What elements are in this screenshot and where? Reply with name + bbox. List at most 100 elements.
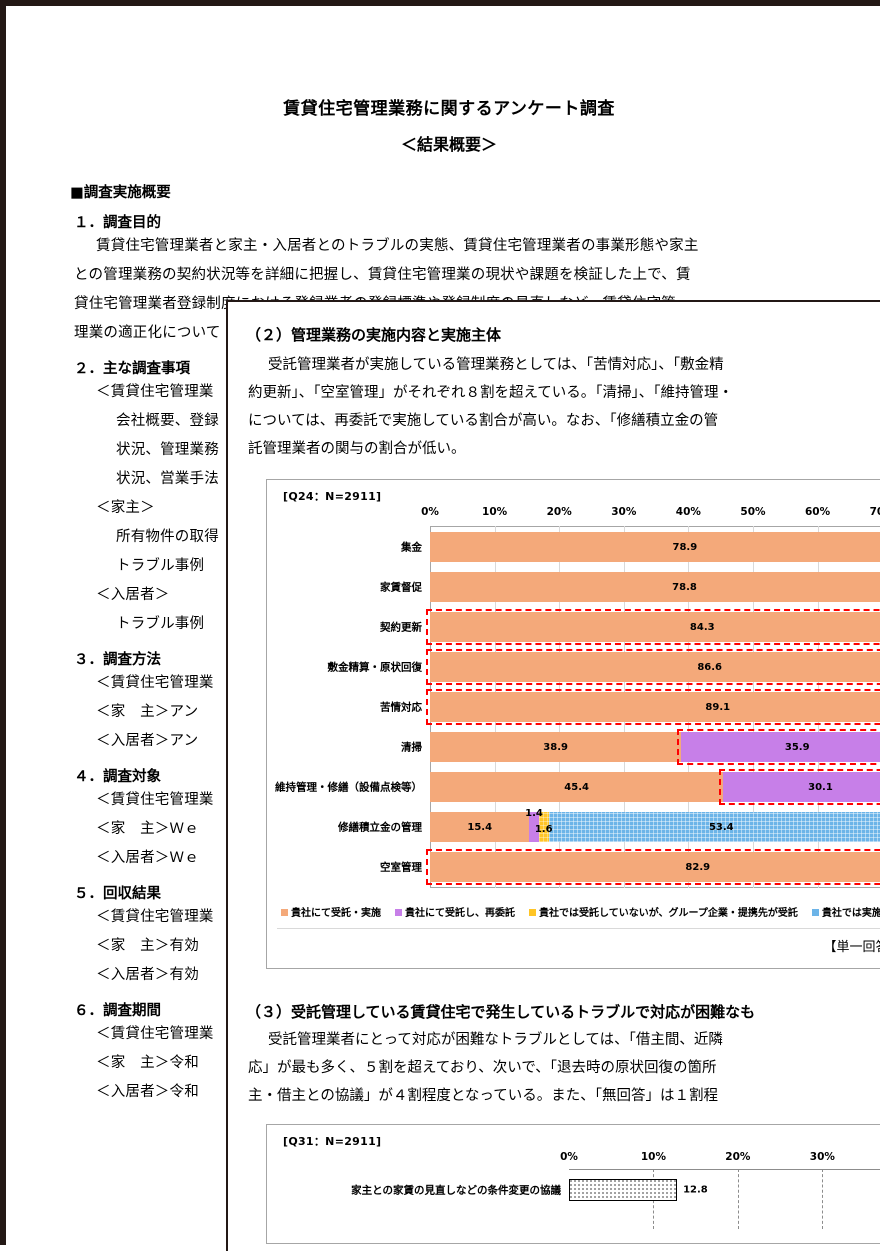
heading-6: ６．調査期間 xyxy=(74,1003,161,1019)
bar-value-label: 15.4 xyxy=(467,821,493,833)
xtick-label: 30% xyxy=(809,1151,835,1163)
body-line: ＜賃貸住宅管理業 xyxy=(96,1026,214,1042)
body-line: 賃貸住宅管理業者と家主・入居者とのトラブルの実態、賃貸住宅管理業者の事業形態や家… xyxy=(96,238,699,254)
bar-category-label: 契約更新 xyxy=(380,621,422,634)
bar-value-label: 53.4 xyxy=(708,821,734,833)
heading-1: １．調査目的 xyxy=(74,215,161,231)
bar-segment: 82.9 xyxy=(430,852,880,882)
legend-swatch xyxy=(811,908,819,916)
legend-label: 貴社にて受託し、再委託 xyxy=(405,908,515,919)
bar-value-label: 82.9 xyxy=(685,861,711,873)
body-line: ＜家主＞ xyxy=(96,500,155,516)
bar-segment: 35.9 xyxy=(681,732,880,762)
xtick-label: 50% xyxy=(740,506,766,518)
bar-value-label: 38.9 xyxy=(543,741,568,753)
chart-q24-legend: 貴社にて受託・実施 貴社にて受託し、再委託 貴社では受託していないが、グループ企業・… xyxy=(281,904,880,919)
table-row: 維持管理・修繕（設備点検等）45.430.16.6 xyxy=(275,772,880,802)
bar-segment: 38.9 xyxy=(430,732,682,762)
bar-category-label: 家主との家賃の見直しなどの条件変更の協議 xyxy=(351,1184,561,1197)
xtick-label: 60% xyxy=(804,506,831,518)
chart-q31-plot: 家主との家賃の見直しなどの条件変更の協議 12.8 xyxy=(351,1169,880,1229)
body-line: ＜賃貸住宅管理業 xyxy=(96,384,214,400)
xtick-label: 0% xyxy=(560,1151,578,1163)
bar-segment: 89.1 xyxy=(430,692,880,722)
bar-category-label: 苦情対応 xyxy=(380,701,422,714)
body-line: ＜入居者＞有効 xyxy=(96,967,199,983)
xtick-label: 30% xyxy=(611,506,637,518)
body-line: との管理業務の契約状況等を詳細に把握し、賃貸住宅管理業の現状や課題を検証した上で… xyxy=(74,267,691,283)
heading-4: ４．調査対象 xyxy=(74,769,161,785)
heading-3: ３．調査方法 xyxy=(74,652,161,668)
table-row: 契約更新 84.3 xyxy=(380,612,880,642)
chart-q31: [Q31：N=2911] 0%10%20%30%40% 家主との家賃の見直しなど… xyxy=(266,1124,880,1244)
body-line: ＜賃貸住宅管理業 xyxy=(96,675,214,691)
overlay-section-3-heading: （３）受託管理している賃貸住宅で発生しているトラブルで対応が困難なも xyxy=(246,1003,756,1021)
bar-segment: 30.1 xyxy=(723,772,880,802)
overlay-section-3-line: 主・借主との協議」が４割程度となっている。また、「無回答」は１割程 xyxy=(248,1088,718,1104)
table-row: 敷金精算・原状回復 86.6 xyxy=(328,652,880,682)
legend-item: 貴社では受託していないが、グループ企業・提携先が受託 xyxy=(529,904,798,919)
chart-q24: [Q24：N=2911] 0%10%20%30%40%50%60%70%80% … xyxy=(266,479,880,969)
bar-category-label: 清掃 xyxy=(401,741,422,754)
overlay-section-2-heading: （２）管理業務の実施内容と実施主体 xyxy=(246,326,502,344)
legend-label: 貴社では受託していないが、グループ企業・提携先が受託 xyxy=(539,908,798,919)
table-row: 集金 78.9 xyxy=(401,532,880,562)
bar-value-label: 78.9 xyxy=(672,541,698,553)
table-row: 空室管理 82.9 xyxy=(380,852,880,882)
overlay-section-2-line: については、再委託で実施している割合が高い。なお、「修繕積立金の管 xyxy=(248,413,719,429)
bar-category-label: 修繕積立金の管理 xyxy=(338,821,422,834)
table-row: 修繕積立金の管理 15.4 1.4 1.6 53.4 xyxy=(338,808,880,842)
overlay-section-3-line: 受託管理業者にとって対応が困難なトラブルとしては、「借主間、近隣 xyxy=(268,1032,723,1048)
xtick-label: 10% xyxy=(482,506,508,518)
body-line: ＜賃貸住宅管理業 xyxy=(96,792,214,808)
bar-segment: 15.4 xyxy=(430,812,530,842)
body-line: 状況、管理業務 xyxy=(116,442,219,458)
bar-category-label: 維持管理・修繕（設備点検等） xyxy=(275,781,422,794)
bar-value-label: 89.1 xyxy=(705,701,731,713)
overlay-section-2-line: 約更新」、「空室管理」がそれぞれ８割を超えている。「清掃」、「維持管理・ xyxy=(248,385,734,401)
bar-segment: 53.4 xyxy=(548,812,880,842)
legend-item: 貴社にて受託・実施 xyxy=(281,904,381,919)
chart-q24-xaxis: 0%10%20%30%40%50%60%70%80% xyxy=(421,506,880,522)
xtick-label: 20% xyxy=(546,506,572,518)
body-line: 会社概要、登録 xyxy=(116,413,219,429)
chart-q24-plot: 集金 78.9 家賃督促 78.8 契約更新 84.3 敷金精算・原状回復 86.6 苦情対応 8… xyxy=(275,526,880,888)
bar-segment: 1.4 xyxy=(525,808,543,842)
table-row: 苦情対応 89.1 xyxy=(380,692,880,722)
bar-segment: 45.4 xyxy=(430,772,724,802)
bar-segment: 78.8 xyxy=(430,572,880,602)
legend-swatch xyxy=(529,908,536,916)
overlay-section-3-line: 応」が最も多く、５割を超えており、次いで、「退去時の原状回復の箇所 xyxy=(248,1060,717,1076)
table-row: 家主との家賃の見直しなどの条件変更の協議 12.8 xyxy=(351,1179,880,1201)
body-line: ＜家 主＞有効 xyxy=(96,938,199,954)
xtick-label: 70% xyxy=(869,506,880,518)
body-line: 状況、営業手法 xyxy=(116,471,219,487)
bar-segment: 78.9 xyxy=(430,532,880,562)
xtick-label: 40% xyxy=(675,506,701,518)
bar-category-label: 家賃督促 xyxy=(380,581,422,594)
bar-category-label: 集金 xyxy=(401,541,422,554)
bar-category-label: 空室管理 xyxy=(380,861,422,874)
body-line: ＜入居者＞Ｗｅ xyxy=(96,850,199,866)
page-title: 賃貸住宅管理業務に関するアンケート調査 xyxy=(283,99,615,119)
legend-label: 貴社では実施していない xyxy=(821,908,880,919)
table-row: 家賃督促 78.8 xyxy=(380,572,880,602)
body-line: ＜入居者＞アン xyxy=(96,733,199,749)
overlay-section-2-line: 託管理業者の関与の割合が低い。 xyxy=(248,441,466,457)
body-line: トラブル事例 xyxy=(116,616,205,632)
bar-category-label: 敷金精算・原状回復 xyxy=(327,661,423,674)
section-mark: ■調査実施概要 xyxy=(70,185,171,201)
chart-q31-xaxis: 0%10%20%30%40% xyxy=(560,1151,880,1165)
body-line: ＜賃貸住宅管理業 xyxy=(96,909,214,925)
overlay-document-window[interactable]: （２）管理業務の実施内容と実施主体 受託管理業者が実施している管理業務としては、… xyxy=(226,300,880,1251)
bar-value-label: 45.4 xyxy=(564,781,589,793)
xtick-label: 10% xyxy=(640,1151,667,1163)
xtick-label: 20% xyxy=(725,1151,751,1163)
body-line: ＜入居者＞ xyxy=(96,587,170,603)
bar-segment: 86.6 xyxy=(430,652,880,682)
body-line: 理業の適正化について xyxy=(74,325,221,341)
legend-item: 貴社では実施していない xyxy=(811,904,880,919)
bar-value-label: 12.8 xyxy=(683,1184,708,1196)
